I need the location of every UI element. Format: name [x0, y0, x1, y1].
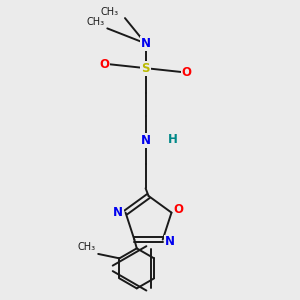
Text: CH₃: CH₃ — [101, 7, 119, 16]
Text: N: N — [141, 37, 151, 50]
Text: O: O — [99, 58, 110, 70]
Text: H: H — [168, 133, 178, 146]
Text: S: S — [141, 61, 150, 75]
Text: O: O — [174, 202, 184, 216]
Text: N: N — [141, 134, 151, 147]
Text: N: N — [113, 206, 123, 218]
Text: CH₃: CH₃ — [86, 17, 104, 27]
Text: N: N — [165, 236, 175, 248]
Text: CH₃: CH₃ — [78, 242, 96, 253]
Text: O: O — [182, 66, 192, 79]
